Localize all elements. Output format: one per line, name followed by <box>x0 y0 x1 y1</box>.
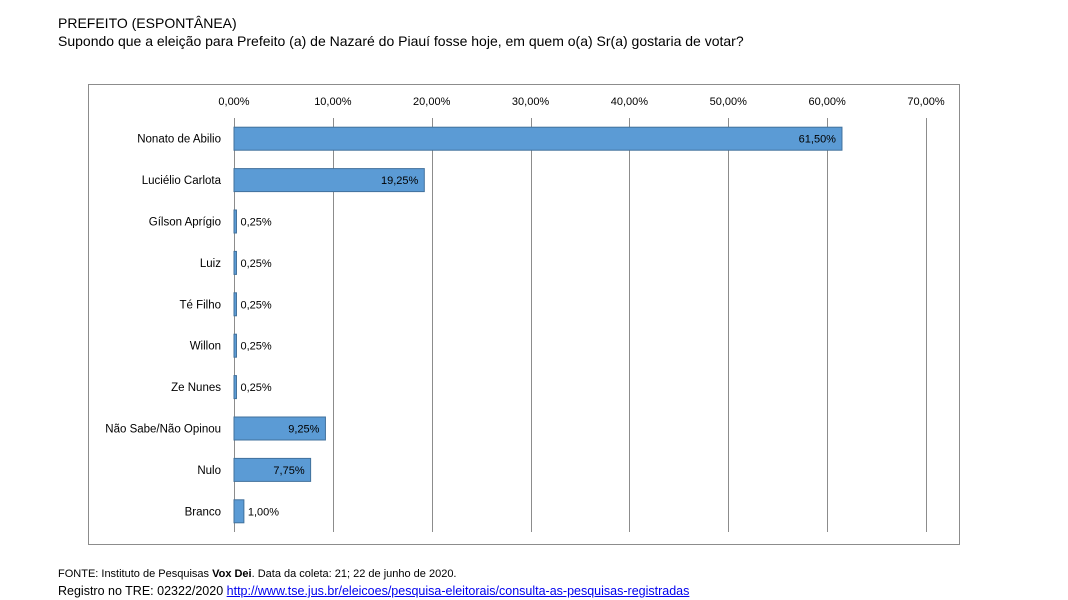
data-label: 61,50% <box>799 134 837 146</box>
x-tick-label: 10,00% <box>314 96 352 108</box>
category-label: Não Sabe/Não Opinou <box>105 424 221 436</box>
x-tick-label: 70,00% <box>907 96 945 108</box>
data-label: 7,75% <box>273 465 304 477</box>
x-tick-label: 30,00% <box>512 96 550 108</box>
x-tick-label: 40,00% <box>611 96 649 108</box>
source-prefix: FONTE: Instituto de Pesquisas <box>58 568 213 580</box>
category-label: Luiz <box>200 258 221 270</box>
category-label: Nonato de Abilio <box>137 134 221 146</box>
x-tick-label: 0,00% <box>218 96 249 108</box>
data-label: 0,25% <box>240 217 271 229</box>
registry-line: Registro no TRE: 02322/2020 http://www.t… <box>58 583 689 600</box>
category-label: Luciélio Carlota <box>142 175 222 187</box>
data-label: 0,25% <box>240 299 271 311</box>
category-label: Willon <box>190 341 221 353</box>
bar <box>233 499 245 524</box>
data-label: 1,00% <box>248 506 279 518</box>
chart-frame <box>88 84 960 545</box>
registry-link[interactable]: http://www.tse.jus.br/eleicoes/pesquisa-… <box>226 584 690 598</box>
category-label: Té Filho <box>179 299 221 311</box>
bar <box>233 209 237 234</box>
x-tick-label: 60,00% <box>808 96 846 108</box>
x-tick-label: 50,00% <box>710 96 748 108</box>
category-label: Gílson Aprígio <box>149 217 221 229</box>
bar <box>233 416 326 441</box>
source-line: FONTE: Instituto de Pesquisas Vox Dei. D… <box>58 566 689 583</box>
data-label: 0,25% <box>240 258 271 270</box>
bar <box>233 168 425 193</box>
bar-chart: 0,00% 10,00% 20,00% 30,00% 40,00% 50,00% 60,00… <box>105 96 945 532</box>
chart-heading: PREFEITO (ESPONTÂNEA) Supondo que a elei… <box>58 14 744 50</box>
source-institute: Vox Dei <box>212 568 252 580</box>
x-tick-label: 20,00% <box>413 96 451 108</box>
bar <box>233 126 843 151</box>
category-label: Branco <box>185 506 221 518</box>
data-label: 9,25% <box>288 424 319 436</box>
bar <box>233 457 312 482</box>
footer: FONTE: Instituto de Pesquisas Vox Dei. D… <box>58 566 689 600</box>
source-suffix: . Data da coleta: 21; 22 de junho de 202… <box>251 568 457 580</box>
category-label: Ze Nunes <box>171 382 221 394</box>
data-label: 0,25% <box>240 382 271 394</box>
category-label: Nulo <box>197 465 221 477</box>
chart-title: PREFEITO (ESPONTÂNEA) <box>58 15 237 31</box>
bar <box>233 375 237 400</box>
registry-prefix: Registro no TRE: 02322/2020 <box>58 584 227 598</box>
bar <box>233 333 237 358</box>
data-label: 0,25% <box>240 341 271 353</box>
bar <box>233 292 237 317</box>
bar <box>233 250 237 275</box>
chart-question: Supondo que a eleição para Prefeito (a) … <box>58 33 744 49</box>
data-label: 19,25% <box>381 175 419 187</box>
